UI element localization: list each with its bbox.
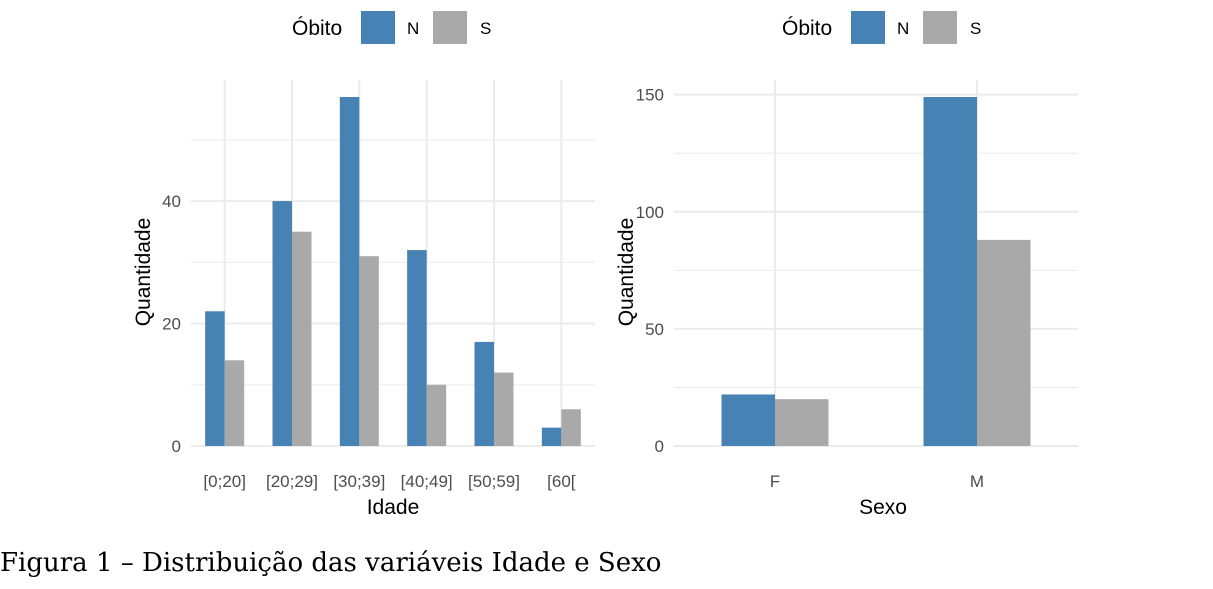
y-tick-label: 100 [636,203,664,222]
legend-label-n: N [407,19,419,38]
x-tick-label: [0;20] [203,472,246,491]
y-tick-label: 0 [172,437,181,456]
bars-idade [205,97,581,446]
y-ticks-sexo: 0 50 100 150 [636,86,664,456]
x-tick-label: [20;29] [266,472,318,491]
legend-label-s: S [480,19,491,38]
bar-n-3 [407,250,427,446]
legend-sexo: Óbito N S [782,11,981,44]
x-tick-label: [50;59] [468,472,520,491]
x-tick-label: F [770,472,780,491]
grid-idade [191,80,595,447]
bar-n-0 [205,311,225,446]
bar-n-1 [272,201,292,446]
bar-s-5 [561,409,581,446]
legend-key-n [851,11,885,44]
x-ticks-idade: [0;20] [20;29] [30;39] [40;49] [50;59] [60[ [203,472,575,491]
bar-n-2 [339,97,360,446]
bar-n-0 [721,394,775,446]
chart-idade: Óbito N S 0 20 40 [0;20] [20;29] [30;39] [40;… [132,11,595,519]
legend-idade: Óbito N S [292,11,491,44]
y-tick-label: 0 [655,437,664,456]
y-tick-label: 40 [162,192,181,211]
figure-caption: Figura 1 – Distribuição das variáveis Id… [0,548,662,578]
bar-s-2 [359,256,379,446]
bar-n-5 [541,427,562,446]
bar-n-4 [474,341,494,446]
y-axis-label-idade: Quantidade [132,218,155,327]
x-tick-label: M [970,472,984,491]
legend-title: Óbito [292,17,342,40]
legend-key-s [923,11,957,44]
legend-key-s [433,11,467,44]
bar-s-1 [977,239,1031,446]
y-ticks-idade: 0 20 40 [162,192,181,456]
legend-label-s: S [970,19,981,38]
x-axis-label-sexo: Sexo [859,496,907,519]
bar-s-1 [292,231,312,446]
y-axis-label-sexo: Quantidade [615,218,638,327]
bar-s-0 [224,360,245,446]
x-tick-label: [60[ [547,472,576,491]
figure: Óbito N S 0 20 40 [0;20] [20;29] [30;39] [40;… [132,11,1078,519]
legend-title: Óbito [782,17,832,40]
x-tick-label: [40;49] [401,472,453,491]
y-tick-label: 20 [162,315,181,334]
legend-key-n [361,11,395,44]
y-tick-label: 50 [645,320,664,339]
bars-sexo [721,97,1031,446]
x-tick-label: [30;39] [333,472,385,491]
bar-n-1 [923,97,977,446]
x-axis-label-idade: Idade [367,496,420,519]
bar-s-0 [775,399,829,446]
legend-label-n: N [897,19,909,38]
bar-s-3 [426,384,447,446]
y-tick-label: 150 [636,86,664,105]
bar-s-4 [494,372,514,446]
